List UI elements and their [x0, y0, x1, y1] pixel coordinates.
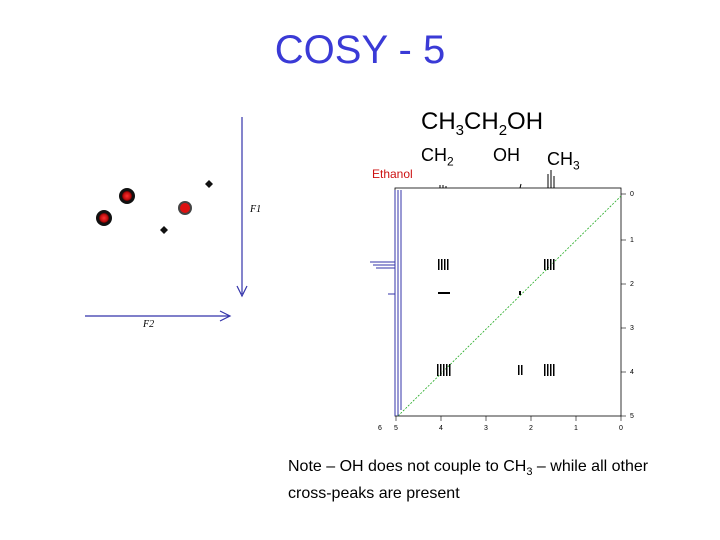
f1-tick-1: 1 [630, 237, 634, 244]
diag-peak-1-core [122, 191, 132, 201]
f1-projection [370, 190, 402, 416]
formula-sub-2: 2 [498, 121, 508, 139]
label-ch2-text: CH [421, 145, 447, 165]
f1-tick-4: 4 [630, 369, 634, 376]
f2-tick-label-3: 3 [484, 425, 488, 432]
formula-oh: OH [507, 108, 544, 135]
f2-tick-label-5: 5 [394, 425, 398, 432]
page-title: COSY - 5 [274, 28, 446, 72]
label-ch2: CH2 [421, 145, 454, 169]
note-sub: 3 [526, 466, 533, 479]
cross-peak-1 [205, 180, 213, 188]
f2-axis-label: F2 [142, 319, 154, 330]
diag-peak-2-core [99, 213, 109, 223]
f1-axis-label: F1 [249, 204, 261, 215]
note-part-1: Note – OH does not couple to CH [288, 458, 527, 475]
note-part-2: – while all other cross-peaks are presen… [288, 458, 649, 503]
label-ch3-text: CH [547, 149, 573, 169]
f1-tick-marks [621, 193, 626, 417]
note-text: Note – OH does not couple to CH3 – while… [288, 456, 688, 505]
spectrum-peaks [437, 259, 555, 376]
f1-arrow-icon [236, 285, 248, 298]
f2-tick-label-4: 4 [439, 425, 443, 432]
f2-tick-label-2: 2 [529, 425, 533, 432]
f1-tick-3: 3 [630, 325, 634, 332]
ethanol-formula: CH3CH2OH [421, 108, 543, 139]
formula-sub-3: 3 [455, 121, 465, 139]
spectrum-diagonal [397, 195, 622, 417]
f2-tick-label-0: 0 [619, 425, 623, 432]
label-oh: OH [493, 145, 520, 166]
cross-peak-ch2-ch3-top [438, 259, 555, 270]
formula-ch-2: CH [464, 108, 499, 135]
f2-tick-label-6: 6 [378, 425, 382, 432]
f1-tick-5: 5 [630, 413, 634, 420]
peak-row-ch2 [437, 364, 555, 376]
label-oh-text: OH [493, 145, 520, 165]
f1-tick-0: 0 [630, 191, 634, 198]
formula-ch-1: CH [421, 108, 456, 135]
label-ch3-sub: 3 [573, 158, 580, 173]
f2-tick-label-1: 1 [574, 425, 578, 432]
cross-peak-2 [160, 226, 168, 234]
label-ch3: CH3 [547, 149, 580, 173]
diag-peak-3-core [180, 203, 190, 213]
label-ch2-sub: 2 [447, 154, 454, 169]
f2-arrow-icon [219, 310, 232, 322]
peak-row-oh [438, 291, 521, 295]
f1-tick-2: 2 [630, 281, 634, 288]
spectrum-frame [394, 187, 622, 417]
spectrum-label: Ethanol [372, 167, 413, 181]
f2-tick-marks [395, 416, 622, 421]
f2-projection [439, 170, 555, 189]
